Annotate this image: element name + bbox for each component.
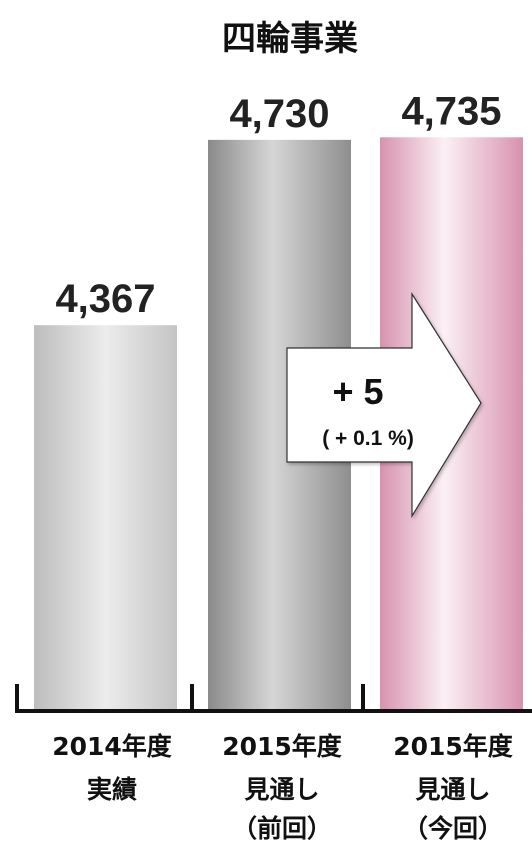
category-label: （今回） — [403, 814, 503, 843]
category-label: 実績 — [87, 775, 137, 804]
category-label: 2015年度 — [222, 732, 342, 761]
change-percent: ( + 0.1 %) — [322, 427, 414, 450]
category-label: 見通し — [415, 775, 490, 804]
value-label: 4,367 — [55, 277, 155, 321]
value-label: 4,735 — [401, 89, 501, 133]
category-label: （前回） — [232, 814, 332, 843]
category-label: 2014年度 — [52, 732, 172, 761]
chart-title: 四輪事業 — [222, 19, 358, 59]
value-labels-layer: 4,367 4,730 4,735 — [55, 89, 501, 321]
x-axis — [15, 684, 532, 713]
change-value: + 5 — [332, 371, 383, 412]
category-label: 2015年度 — [393, 732, 513, 761]
change-arrow-shape — [286, 291, 482, 519]
bar-2014-actual — [34, 325, 177, 711]
category-label: 見通し — [244, 775, 319, 804]
change-arrow — [286, 291, 482, 519]
value-label: 4,730 — [229, 92, 329, 136]
